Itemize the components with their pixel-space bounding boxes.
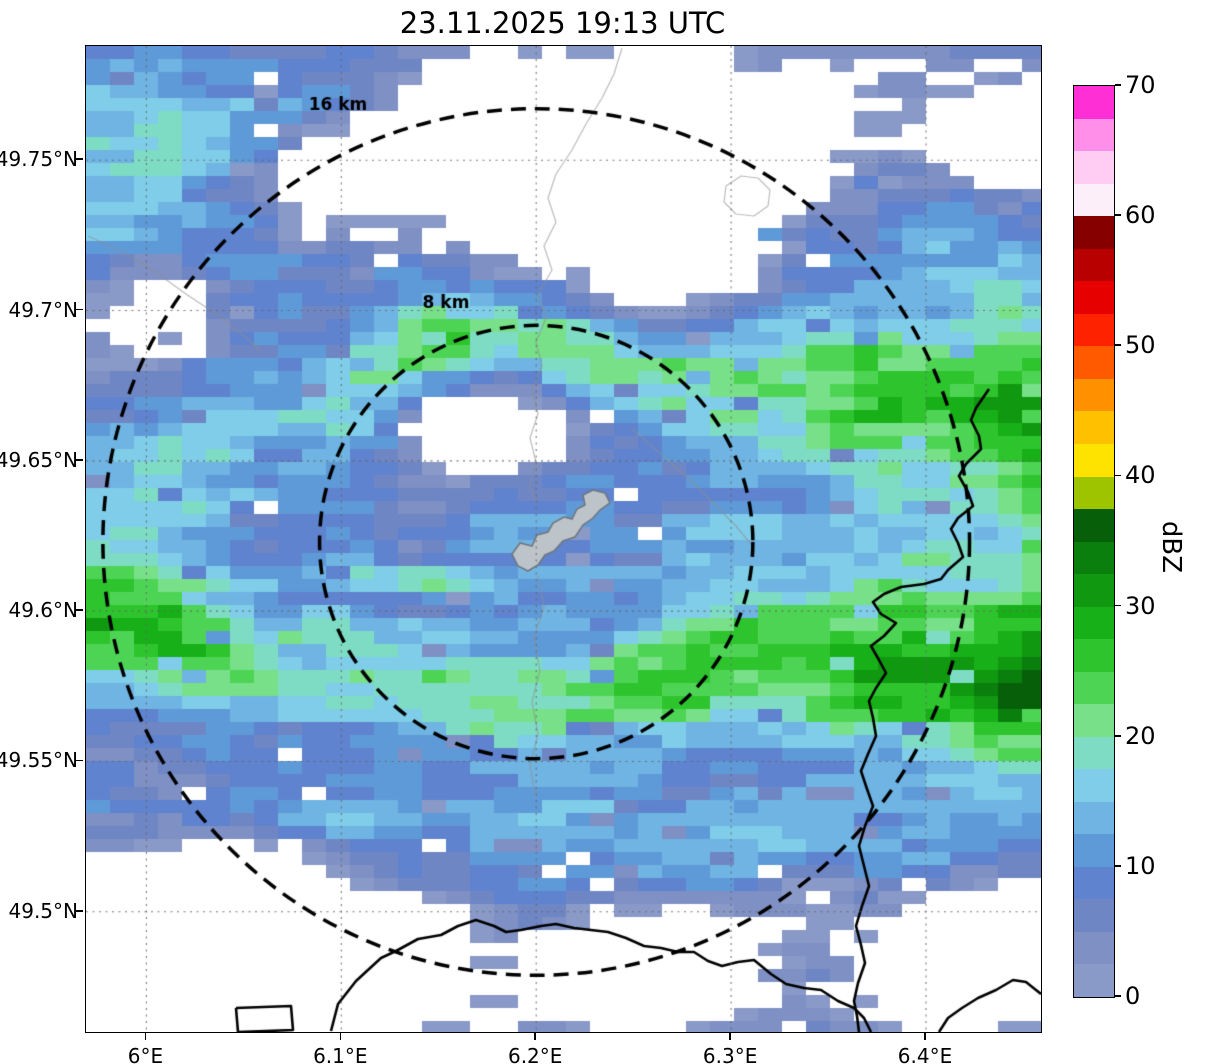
plot-title: 23.11.2025 19:13 UTC [399,6,726,40]
colorbar-tick-mark [1114,604,1121,607]
y-tick-mark [76,308,84,311]
colorbar-segment [1074,411,1114,444]
y-tick-mark [76,158,84,161]
colorbar-segment [1074,736,1114,770]
colorbar-tick-mark [1114,84,1121,86]
x-tick-label: 6.2°E [507,1044,563,1064]
colorbar-tick-label: 0 [1125,982,1141,1010]
colorbar-segment [1074,866,1114,900]
colorbar-tick-label: 30 [1125,591,1156,620]
colorbar-segment [1074,346,1114,379]
colorbar-segment [1074,216,1114,249]
plot-area [85,45,1042,1033]
colorbar-segment [1074,834,1114,867]
x-tick-label: 6°E [127,1044,164,1064]
colorbar-segment [1074,541,1114,575]
colorbar-segment [1074,476,1114,510]
colorbar-tick-mark [1114,214,1121,216]
colorbar-tick-label: 50 [1125,331,1156,360]
colorbar-segment [1074,671,1114,705]
y-tick-label: 49.7°N [8,297,79,322]
y-tick-mark [76,759,84,762]
colorbar-label: dBZ [1156,520,1186,574]
colorbar-segment [1074,313,1114,347]
colorbar-tick-mark [1114,995,1121,997]
colorbar-segment [1074,606,1114,640]
colorbar-tick-label: 10 [1125,851,1156,880]
x-tick-label: 6.4°E [897,1044,953,1064]
x-tick-mark [339,1032,342,1040]
colorbar-segment [1074,769,1114,802]
y-tick-mark [76,459,84,461]
radar-map-canvas [86,46,1041,1032]
x-tick-mark [729,1032,731,1040]
colorbar [1073,85,1115,998]
colorbar-segment [1074,151,1114,184]
y-tick-label: 49.75°N [0,147,78,172]
colorbar-segment [1074,704,1114,737]
colorbar-tick-label: 20 [1125,721,1156,750]
x-tick-label: 6.1°E [313,1044,368,1064]
colorbar-segment [1074,574,1114,607]
y-tick-label: 49.55°N [0,748,78,773]
colorbar-segment [1074,118,1114,152]
x-tick-label: 6.3°E [702,1044,758,1064]
colorbar-tick-mark [1114,865,1121,867]
colorbar-tick-label: 70 [1125,71,1156,99]
x-tick-mark [144,1032,147,1040]
x-tick-mark [534,1032,536,1040]
colorbar-tick-label: 60 [1125,201,1156,230]
colorbar-tick-mark [1114,474,1121,477]
y-tick-label: 49.65°N [0,447,78,472]
colorbar-segment [1074,378,1114,412]
colorbar-segment [1074,248,1114,282]
y-tick-mark [76,909,84,912]
y-tick-label: 49.6°N [8,598,79,623]
colorbar-tick-mark [1114,734,1121,737]
colorbar-segment [1074,86,1114,119]
colorbar-segment [1074,639,1114,672]
y-tick-label: 49.5°N [8,898,79,923]
colorbar-tick-mark [1114,344,1121,347]
colorbar-segment [1074,281,1114,314]
colorbar-segment [1074,183,1114,217]
x-tick-mark [924,1032,926,1040]
colorbar-tick-label: 40 [1125,461,1156,490]
colorbar-segment [1074,801,1114,835]
colorbar-segment [1074,899,1114,932]
colorbar-segment [1074,443,1114,477]
colorbar-segment [1074,509,1114,542]
y-tick-mark [76,609,84,611]
colorbar-segment [1074,964,1114,997]
colorbar-segment [1074,931,1114,965]
